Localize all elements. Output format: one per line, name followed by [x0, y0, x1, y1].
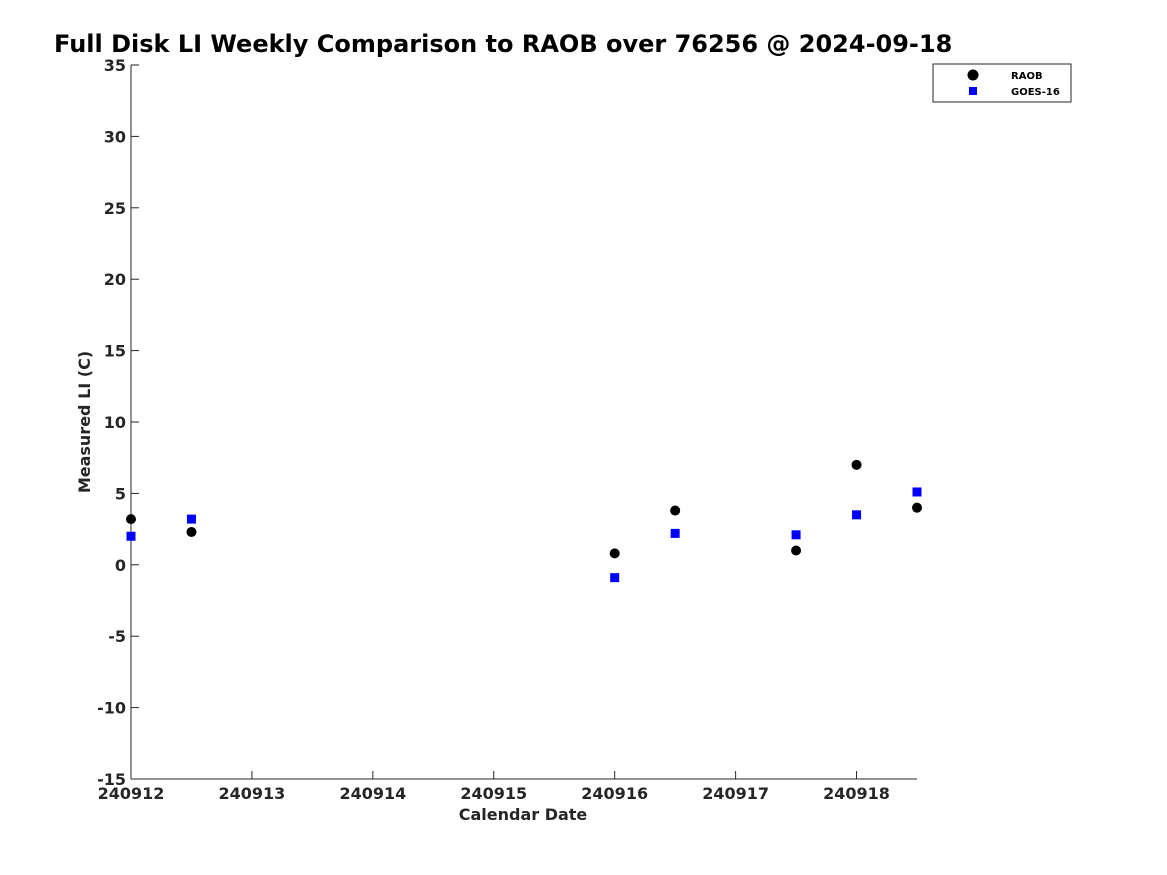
goes16-point: [912, 487, 922, 497]
y-tick-label: 15: [104, 342, 126, 361]
goes16-point: [126, 531, 136, 541]
raob-point: [670, 505, 681, 516]
y-tick-label: 35: [104, 56, 126, 75]
chart-legend: RAOB GOES-16: [932, 63, 1072, 103]
raob-point: [609, 548, 620, 559]
y-tick-label: 20: [104, 270, 126, 289]
x-tick-label: 240913: [219, 784, 286, 803]
raob-point: [186, 526, 197, 537]
y-tick-label: -10: [97, 699, 126, 718]
y-tick-label: -5: [108, 627, 126, 646]
goes16-point: [186, 514, 196, 524]
y-tick-label: 30: [104, 127, 126, 146]
legend-raob-marker: [967, 69, 979, 81]
x-tick-label: 240917: [702, 784, 769, 803]
goes16-point: [610, 573, 620, 583]
raob-point: [791, 545, 802, 556]
chart-title: Full Disk LI Weekly Comparison to RAOB o…: [54, 30, 952, 58]
y-tick-label: 25: [104, 199, 126, 218]
raob-point: [912, 502, 922, 513]
y-axis-label: Measured LI (C): [75, 351, 94, 493]
goes16-point: [852, 510, 862, 520]
y-tick-label: 5: [115, 484, 126, 503]
goes16-point: [670, 528, 680, 538]
x-tick-label: 240916: [581, 784, 648, 803]
y-tick-label: 10: [104, 413, 126, 432]
legend-entry-label: RAOB: [1011, 71, 1043, 82]
legend-entry-label: GOES-16: [1011, 87, 1060, 98]
x-tick-label: 240912: [98, 784, 165, 803]
x-tick-label: 240914: [339, 784, 406, 803]
x-tick-label: 240915: [460, 784, 527, 803]
raob-point: [126, 514, 136, 525]
legend-box: [932, 63, 1072, 103]
y-tick-label: 0: [115, 556, 126, 575]
y-tick-label: -15: [97, 770, 126, 789]
data-points: [126, 459, 922, 583]
raob-point: [851, 459, 862, 470]
x-tick-label: 240918: [823, 784, 890, 803]
legend-goes16-marker: [969, 87, 977, 95]
goes16-point: [791, 530, 801, 540]
x-axis-label: Calendar Date: [459, 805, 588, 824]
